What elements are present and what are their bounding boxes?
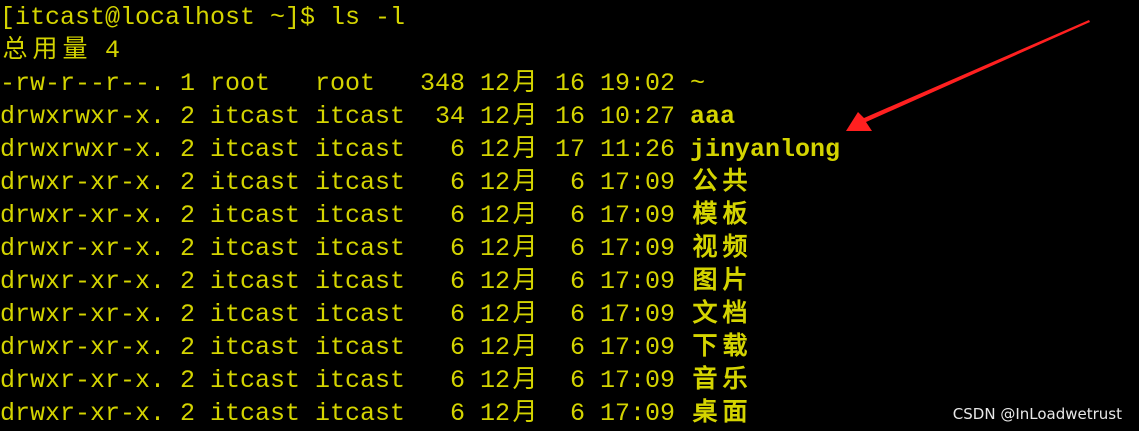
- total-line: 总用量 4: [2, 36, 121, 65]
- watermark: CSDN @InLoadwetrust: [952, 405, 1122, 423]
- arrow-shape: [846, 20, 1090, 131]
